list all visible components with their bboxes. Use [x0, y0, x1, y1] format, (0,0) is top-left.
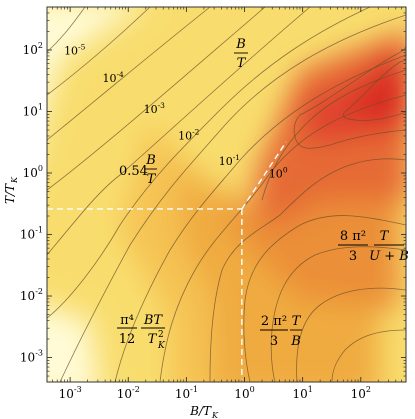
ann-8pi-t: T: [380, 229, 390, 244]
ann-2pi-b: B: [290, 334, 301, 349]
annotation-pi4-over-12: π⁴ 12 BT T K 2: [117, 313, 166, 351]
ann-054-den: T: [147, 172, 157, 187]
field-layer-0: [47, 7, 140, 106]
annotation-2pi2-over-3: 2 π² 3 T B: [260, 314, 302, 349]
x-title-main: B/T: [189, 404, 212, 418]
ann-8pi-den: 3: [349, 249, 357, 264]
x-tick-label: 10-2: [117, 385, 140, 401]
ann-2pi-t: T: [292, 314, 302, 329]
x-axis-title: B/T K: [189, 404, 219, 419]
x-tick-label: 101: [292, 385, 312, 401]
ann-bt-num: B: [235, 37, 246, 52]
annotation-b-over-t: B T: [234, 37, 248, 71]
x-title-sub: K: [211, 411, 219, 419]
contour-line-10: [209, 158, 406, 382]
contour-line-16: [342, 59, 406, 121]
x-tick-label: 102: [351, 385, 371, 401]
contour-line-3: [47, 7, 211, 141]
contour-line-14: [331, 329, 406, 382]
contour-line-7: [59, 14, 406, 382]
ann-pi4-bt: BT: [143, 313, 164, 328]
y-tick-label: 102: [23, 41, 43, 57]
field-layer-7: [345, 56, 406, 125]
ann-pi4-num: π⁴: [120, 313, 134, 328]
contour-line-11: [243, 215, 406, 382]
contour-line-5: [47, 7, 311, 256]
y-tick-label: 100: [23, 164, 43, 180]
ann-bt-den: T: [237, 56, 247, 71]
annotations: B T 0.54 B T 8 π² 3 T U + B π⁴ 12 BT T K…: [117, 37, 409, 351]
contour-line-1: [47, 7, 86, 53]
contour-line-17: [261, 69, 406, 201]
heatmap-field: [47, 7, 406, 382]
contour-line-15: [293, 44, 406, 149]
y-title-main: T/T: [3, 183, 17, 204]
contour-line-4: [47, 7, 266, 191]
contour-lines: [47, 7, 406, 382]
contour-line-2: [47, 7, 151, 96]
annotation-054-b-over-t: 0.54 B T: [119, 153, 157, 187]
plot-frame: [46, 6, 407, 383]
ann-054-coef: 0.54: [119, 164, 148, 179]
x-tick-label: 10-3: [59, 385, 82, 401]
boundary-line-2: [241, 141, 287, 210]
ann-054-num: B: [145, 153, 156, 168]
ann-pi4-tk-sup: 2: [158, 330, 164, 340]
y-title-sub: K: [10, 176, 19, 184]
contour-line-13: [296, 287, 406, 382]
field-layer-1: [47, 307, 98, 382]
y-tick-label: 101: [23, 102, 43, 118]
ann-8pi-ub: U + B: [369, 249, 409, 264]
contour-line-8: [114, 54, 406, 382]
contour-line-6: [47, 7, 371, 319]
y-tick-label: 10-2: [20, 287, 43, 303]
y-tick-label: 10-1: [20, 226, 43, 242]
x-tick-label: 10-1: [175, 385, 198, 401]
ann-2pi-den: 3: [270, 334, 278, 349]
contour-line-9: [159, 94, 406, 382]
field-smooth-layers: [47, 7, 406, 382]
y-axis-title: T/T K: [3, 176, 19, 204]
contour-line-12: [270, 246, 406, 382]
x-tick-label: 100: [234, 385, 254, 401]
y-tick-label: 10-3: [20, 349, 43, 365]
ann-pi4-tk: T: [148, 332, 158, 347]
ann-8pi-num: 8 π²: [340, 229, 366, 244]
annotation-8pi2-over-3: 8 π² 3 T U + B: [338, 229, 409, 264]
ann-pi4-den: 12: [119, 332, 136, 347]
boundary-lines: [47, 141, 287, 382]
ann-2pi-num: 2 π²: [261, 314, 287, 329]
ann-pi4-tk-sub: K: [157, 341, 166, 351]
